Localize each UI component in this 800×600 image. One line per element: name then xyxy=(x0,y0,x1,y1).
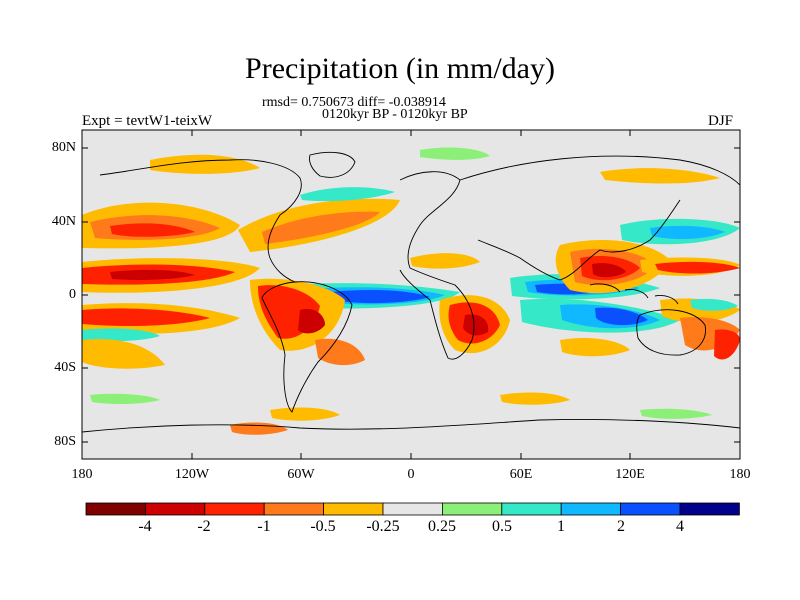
south-america-coastline xyxy=(261,281,353,413)
lat-label-80s: 80S xyxy=(54,434,76,449)
lat-label-40n: 40N xyxy=(51,214,76,229)
colorbar-swatch xyxy=(560,502,622,516)
asia-coastline xyxy=(459,155,740,281)
rmsd-diff-subtitle: rmsd= 0.750673 diff= -0.038914 xyxy=(262,95,446,110)
colorbar-swatch xyxy=(144,502,206,516)
colorbar-swatch xyxy=(85,502,146,516)
lon-label-120w: 120W xyxy=(174,467,210,482)
season-label: DJF xyxy=(708,113,734,129)
colorbar-label: -4 xyxy=(138,518,152,535)
colorbar-swatch xyxy=(679,502,740,516)
colorbar-label: 2 xyxy=(617,518,625,535)
colorbar-label: 4 xyxy=(676,518,684,535)
antarctica-coastline xyxy=(82,419,740,433)
colorbar xyxy=(85,502,740,516)
greenland-coastline xyxy=(309,151,356,178)
colorbar-swatch xyxy=(620,502,681,516)
lon-label-60e: 60E xyxy=(509,467,533,482)
colorbar-label: -0.5 xyxy=(310,518,336,535)
coastlines xyxy=(82,151,740,433)
europe-africa-coastline xyxy=(399,171,475,360)
north-america-coastline xyxy=(99,159,302,283)
lon-label-0: 0 xyxy=(407,467,415,482)
colorbar-label: -1 xyxy=(257,518,271,535)
colorbar-swatch xyxy=(382,502,443,516)
chart-title: Precipitation (in mm/day) xyxy=(245,52,555,85)
colorbar-swatch xyxy=(501,502,562,516)
colorbar-label: -0.25 xyxy=(366,518,400,535)
experiment-label: Expt = tevtW1-teixW xyxy=(82,113,213,129)
colorbar-swatch xyxy=(204,502,265,516)
colorbar-swatch xyxy=(441,502,503,516)
colorbar-swatch xyxy=(263,502,325,516)
lon-label-180e: 180 xyxy=(729,467,751,482)
lon-label-60w: 60W xyxy=(287,467,315,482)
precipitation-anomaly-fields xyxy=(82,147,740,435)
lat-label-0: 0 xyxy=(69,287,76,302)
indonesia-coastline xyxy=(589,283,679,305)
lon-label-120e: 120E xyxy=(615,467,645,482)
lat-label-80n: 80N xyxy=(51,140,76,155)
colorbar-label: 1 xyxy=(557,518,565,535)
map-ticks xyxy=(81,130,741,459)
colorbar-label: -2 xyxy=(197,518,211,535)
lon-label-180w: 180 xyxy=(71,467,93,482)
time-range-subtitle: 0120kyr BP - 0120kyr BP xyxy=(322,107,468,122)
australia-coastline xyxy=(636,309,706,356)
colorbar-swatch xyxy=(323,502,384,516)
colorbar-label: 0.5 xyxy=(492,518,512,535)
colorbar-label: 0.25 xyxy=(428,518,456,535)
lat-label-40s: 40S xyxy=(54,360,76,375)
